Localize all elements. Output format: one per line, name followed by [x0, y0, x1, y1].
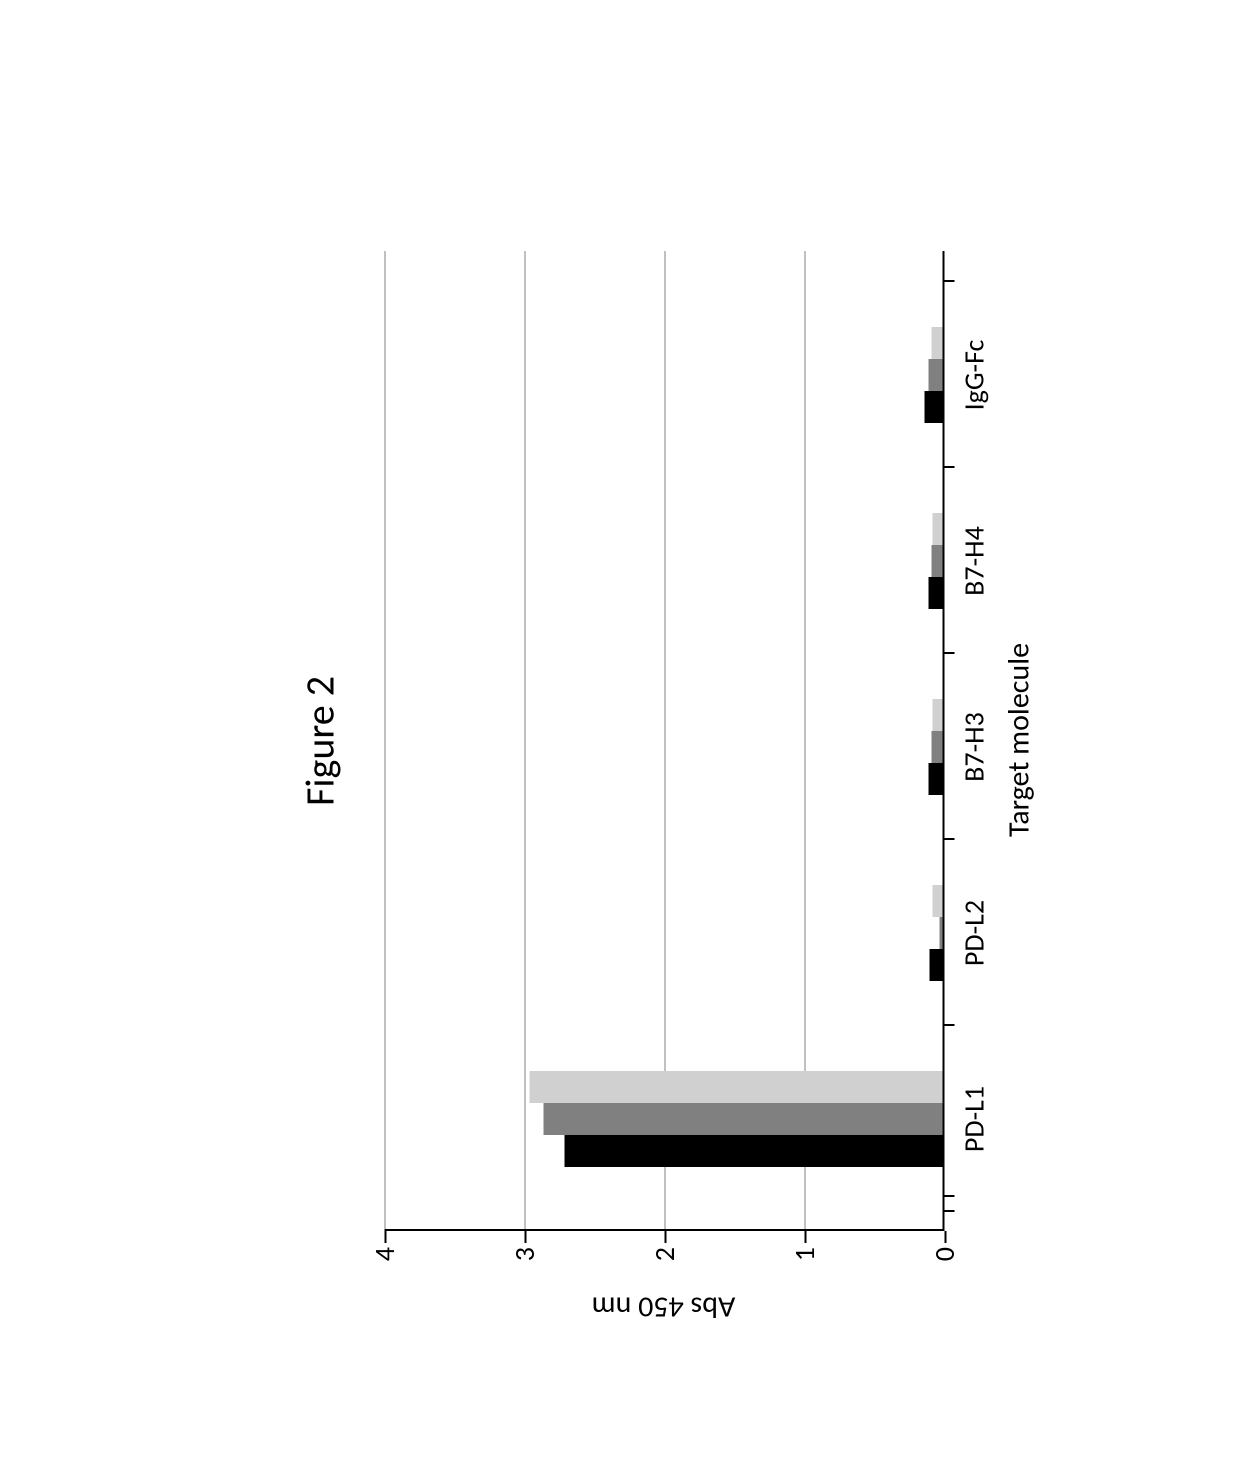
bar: [929, 577, 943, 609]
x-tick-label: B7-H4: [943, 526, 992, 596]
figure-title: Figure 2: [296, 251, 345, 1231]
bar: [931, 327, 942, 359]
bar: [930, 949, 943, 981]
y-tick-label: 3: [507, 1229, 542, 1261]
bar: [931, 731, 942, 763]
x-tick: [943, 1210, 955, 1212]
bar: [933, 885, 943, 917]
bar: [544, 1103, 943, 1135]
y-tick-label: 4: [367, 1229, 402, 1261]
grid-line: [385, 251, 386, 1229]
grid-line: [525, 251, 526, 1229]
bar: [931, 545, 942, 577]
bar: [929, 763, 943, 795]
x-tick-label: PD-L2: [943, 900, 992, 966]
bar: [924, 391, 942, 423]
x-tick-label: IgG-Fc: [943, 340, 992, 411]
x-tick-label: PD-L1: [943, 1086, 992, 1152]
plot-area: 01234Abs 450 nmPD-L1PD-L2B7-H3B7-H4IgG-F…: [385, 251, 945, 1231]
bar: [933, 513, 943, 545]
y-axis-label: Abs 450 nm: [592, 1289, 736, 1326]
bar: [565, 1135, 943, 1167]
y-tick-label: 1: [787, 1229, 822, 1261]
y-tick-label: 2: [647, 1229, 682, 1261]
x-tick: [943, 466, 955, 468]
y-tick-label: 0: [927, 1229, 962, 1261]
chart: 01234Abs 450 nmPD-L1PD-L2B7-H3B7-H4IgG-F…: [385, 251, 945, 1231]
x-tick: [943, 280, 955, 282]
rotated-stage: Figure 2 01234Abs 450 nmPD-L1PD-L2B7-H3B…: [296, 251, 945, 1231]
bar: [933, 699, 943, 731]
bar: [929, 359, 943, 391]
x-tick-label: B7-H3: [943, 712, 992, 782]
x-tick: [943, 1195, 955, 1197]
x-tick: [943, 838, 955, 840]
x-tick: [943, 1024, 955, 1026]
x-axis-label: Target molecule: [1001, 643, 1038, 837]
x-tick: [943, 652, 955, 654]
bar: [530, 1071, 943, 1103]
